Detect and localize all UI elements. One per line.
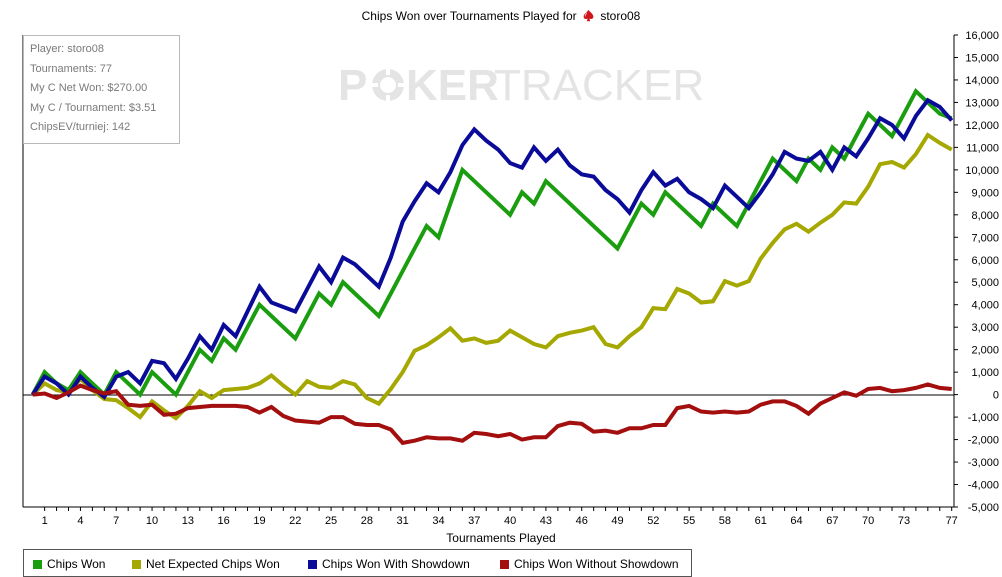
y-tick-label: 4,000 bbox=[971, 300, 999, 312]
y-tick-label: -4,000 bbox=[968, 480, 999, 492]
x-tick-label: 22 bbox=[289, 515, 301, 527]
y-tick-label: 9,000 bbox=[971, 187, 999, 199]
watermark: P KER TRACKER bbox=[338, 61, 704, 110]
legend-swatch bbox=[132, 560, 141, 569]
x-tick-label: 7 bbox=[113, 515, 119, 527]
x-tick-label: 34 bbox=[432, 515, 444, 527]
y-axis-ticks: -5,000 -4,000 -3,000 -2,000 -1,000 0 1,000 2,00… bbox=[954, 30, 999, 514]
info-net-won: My C Net Won: $270.00 bbox=[30, 82, 148, 95]
legend-swatch bbox=[500, 560, 509, 569]
y-tick-label: 16,000 bbox=[965, 30, 999, 42]
y-tick-label: 13,000 bbox=[965, 97, 999, 109]
y-tick-label: 7,000 bbox=[971, 232, 999, 244]
info-player: Player: storo08 bbox=[30, 43, 104, 55]
x-tick-label: 55 bbox=[683, 515, 695, 527]
y-tick-label: -2,000 bbox=[968, 435, 999, 447]
x-axis-ticks: 1 4 7 10 13 16 19 22 25 28 31 34 37 40 43 46 49 52 55 58 61 6… bbox=[42, 507, 958, 527]
x-tick-label: 46 bbox=[576, 515, 588, 527]
y-tick-label: 6,000 bbox=[971, 255, 999, 267]
x-tick-label: 25 bbox=[325, 515, 337, 527]
chart-title: Chips Won over Tournaments Played for st… bbox=[0, 9, 1002, 23]
y-tick-label: 8,000 bbox=[971, 210, 999, 222]
info-tournaments: Tournaments: 77 bbox=[30, 62, 112, 75]
x-tick-label: 16 bbox=[218, 515, 230, 527]
legend-swatch bbox=[308, 560, 317, 569]
x-tick-label: 77 bbox=[946, 515, 958, 527]
legend-label: Chips Won With Showdown bbox=[322, 557, 470, 571]
y-tick-label: 0 bbox=[993, 390, 999, 402]
y-tick-label: 2,000 bbox=[971, 345, 999, 357]
legend-item-net-expected[interactable]: Net Expected Chips Won bbox=[132, 557, 280, 571]
x-tick-label: 73 bbox=[898, 515, 910, 527]
legend: Chips Won Net Expected Chips Won Chips W… bbox=[23, 549, 692, 577]
y-tick-label: 3,000 bbox=[971, 322, 999, 334]
x-axis-label: Tournaments Played bbox=[446, 531, 556, 545]
legend-label: Net Expected Chips Won bbox=[146, 557, 280, 571]
series-lines bbox=[30, 87, 954, 446]
y-tick-label: 5,000 bbox=[971, 277, 999, 289]
x-tick-label: 52 bbox=[647, 515, 659, 527]
watermark-text-tracker: TRACKER bbox=[494, 61, 704, 110]
y-tick-label: -5,000 bbox=[968, 502, 999, 514]
x-tick-label: 31 bbox=[397, 515, 409, 527]
watermark-text-ker: KER bbox=[406, 61, 499, 110]
poker-chip-icon bbox=[372, 69, 404, 101]
x-tick-label: 4 bbox=[77, 515, 83, 527]
y-tick-label: 1,000 bbox=[971, 367, 999, 379]
info-per-tournament: My C / Tournament: $3.51 bbox=[30, 101, 157, 114]
x-tick-label: 40 bbox=[504, 515, 516, 527]
chart-title-text: Chips Won over Tournaments Played for bbox=[361, 9, 577, 23]
series-line-chips-won bbox=[30, 87, 953, 398]
series-line-net-expected-chips-won bbox=[31, 132, 953, 421]
y-tick-label: 12,000 bbox=[965, 120, 999, 132]
legend-item-with-showdown[interactable]: Chips Won With Showdown bbox=[308, 557, 470, 571]
info-chips-ev: ChipsEV/turniej: 142 bbox=[30, 121, 131, 134]
y-tick-label: -3,000 bbox=[968, 457, 999, 469]
legend-item-chips-won[interactable]: Chips Won bbox=[33, 557, 105, 571]
watermark-text-p: P bbox=[338, 61, 367, 110]
legend-label: Chips Won Without Showdown bbox=[514, 557, 679, 571]
series-line-chips-won-with-showdown bbox=[31, 97, 954, 400]
legend-swatch bbox=[33, 560, 42, 569]
legend-item-without-showdown[interactable]: Chips Won Without Showdown bbox=[500, 557, 679, 571]
stats-info-box: Player: storo08 Tournaments: 77 My C Net… bbox=[23, 35, 180, 144]
y-tick-label: 14,000 bbox=[965, 75, 999, 87]
x-tick-label: 43 bbox=[540, 515, 552, 527]
x-tick-label: 28 bbox=[361, 515, 373, 527]
legend-label: Chips Won bbox=[47, 557, 106, 571]
x-tick-label: 58 bbox=[719, 515, 731, 527]
y-tick-label: 15,000 bbox=[965, 52, 999, 64]
y-tick-label: -1,000 bbox=[968, 412, 999, 424]
x-tick-label: 64 bbox=[790, 515, 802, 527]
x-tick-label: 37 bbox=[468, 515, 480, 527]
x-tick-label: 67 bbox=[826, 515, 838, 527]
x-tick-label: 13 bbox=[182, 515, 194, 527]
x-tick-label: 1 bbox=[42, 515, 48, 527]
x-tick-label: 61 bbox=[755, 515, 767, 527]
x-tick-label: 70 bbox=[862, 515, 874, 527]
y-tick-label: 11,000 bbox=[966, 142, 999, 154]
x-tick-label: 49 bbox=[611, 515, 623, 527]
y-tick-label: 10,000 bbox=[965, 165, 999, 177]
x-tick-label: 19 bbox=[253, 515, 265, 527]
spade-icon bbox=[583, 9, 594, 22]
x-tick-label: 10 bbox=[146, 515, 158, 527]
chart-title-player: storo08 bbox=[600, 9, 641, 23]
series-line-chips-won-without-showdown bbox=[32, 382, 952, 446]
